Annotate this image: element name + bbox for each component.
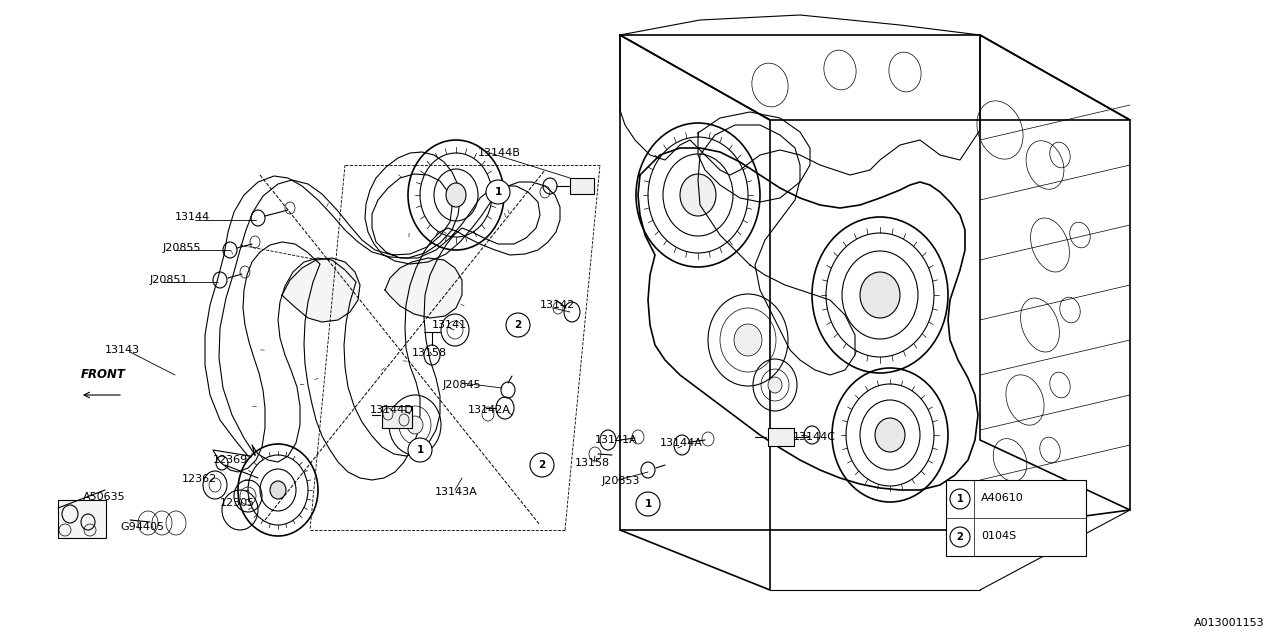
Text: 13143A: 13143A: [435, 487, 477, 497]
Text: 13142: 13142: [540, 300, 575, 310]
Text: 2: 2: [956, 532, 964, 542]
Text: 2: 2: [515, 320, 522, 330]
Ellipse shape: [768, 377, 782, 393]
Circle shape: [950, 489, 970, 509]
Text: 0104S: 0104S: [980, 531, 1016, 541]
Bar: [58, 500, 106, 538]
Text: 13144A: 13144A: [660, 438, 703, 448]
Ellipse shape: [876, 418, 905, 452]
Text: J20845: J20845: [443, 380, 481, 390]
Ellipse shape: [407, 416, 422, 434]
Circle shape: [636, 492, 660, 516]
Ellipse shape: [270, 481, 285, 499]
Text: 12369: 12369: [212, 455, 248, 465]
Text: 2: 2: [539, 460, 545, 470]
Text: 1: 1: [416, 445, 424, 455]
Circle shape: [486, 180, 509, 204]
Text: 13141A: 13141A: [595, 435, 637, 445]
Bar: [381, 406, 412, 428]
Text: A013001153: A013001153: [1194, 618, 1265, 628]
Text: 1: 1: [494, 187, 502, 197]
Text: 12305: 12305: [220, 498, 255, 508]
Text: J20855: J20855: [163, 243, 201, 253]
Ellipse shape: [445, 183, 466, 207]
Text: 13142A: 13142A: [468, 405, 511, 415]
Text: A50635: A50635: [83, 492, 125, 502]
Text: 13144C: 13144C: [794, 432, 836, 442]
Bar: [946, 480, 1085, 556]
Text: 1: 1: [644, 499, 652, 509]
Text: 13143: 13143: [105, 345, 140, 355]
Text: J20851: J20851: [150, 275, 188, 285]
Text: A40610: A40610: [980, 493, 1024, 503]
Circle shape: [408, 438, 433, 462]
Ellipse shape: [860, 272, 900, 318]
Text: 13144D: 13144D: [370, 405, 413, 415]
Text: G94405: G94405: [120, 522, 164, 532]
Polygon shape: [385, 258, 462, 318]
Polygon shape: [282, 258, 360, 322]
Text: 13158: 13158: [575, 458, 611, 468]
Text: 13141: 13141: [433, 320, 467, 330]
Text: J20853: J20853: [602, 476, 640, 486]
Circle shape: [950, 527, 970, 547]
Ellipse shape: [733, 324, 762, 356]
Text: 1: 1: [956, 494, 964, 504]
Bar: [768, 428, 794, 446]
Text: 13144: 13144: [175, 212, 210, 222]
Text: FRONT: FRONT: [81, 368, 125, 381]
Text: 13158: 13158: [412, 348, 447, 358]
Text: 13144B: 13144B: [477, 148, 521, 158]
Circle shape: [506, 313, 530, 337]
Text: 12362: 12362: [182, 474, 218, 484]
Circle shape: [530, 453, 554, 477]
Ellipse shape: [680, 174, 716, 216]
Bar: [570, 178, 594, 194]
